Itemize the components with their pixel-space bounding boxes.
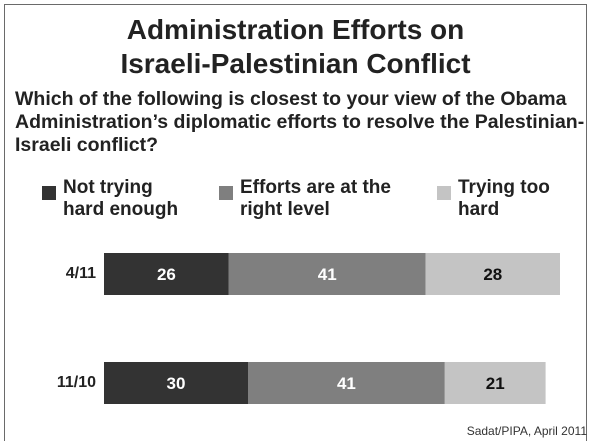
data-label-4-11-too-hard: 28 [483,265,502,284]
bar-segment-4-11-right-level [228,253,426,295]
bar-segment-11-10-too-hard [444,362,546,404]
title-line-2: Israeli-Palestinian Conflict [120,48,471,79]
legend-label-not-trying: Not trying hard enough [63,177,179,220]
bar-segment-11-10-not-trying [104,362,248,404]
legend-label-right-level: Efforts are at the right level [240,177,391,220]
bar-segment-4-11-too-hard [425,253,560,295]
bar-segment-4-11-not-trying [104,253,229,295]
category-label-11-10: 11/10 [56,374,96,391]
data-label-11-10-too-hard: 21 [486,374,505,393]
legend-label-too-hard: Trying too hard [458,177,550,220]
data-label-4-11-not-trying: 26 [157,265,176,284]
data-label-4-11-right-level: 41 [318,265,337,284]
title-line-1: Administration Efforts on [126,14,465,45]
legend-swatch-right-level [219,186,233,200]
bar-segment-11-10-right-level [248,362,445,404]
legend-swatch-not-trying [42,186,56,200]
category-label-4-11: 4/11 [65,265,96,282]
source-note: Sadat/PIPA, April 2011 [466,424,587,438]
data-label-11-10-right-level: 41 [337,374,356,393]
chart-title: Administration Efforts on Israeli-Palest… [0,13,591,81]
data-label-11-10-not-trying: 30 [167,374,186,393]
survey-question: Which of the following is closest to you… [15,88,585,156]
legend-swatch-too-hard [437,186,451,200]
